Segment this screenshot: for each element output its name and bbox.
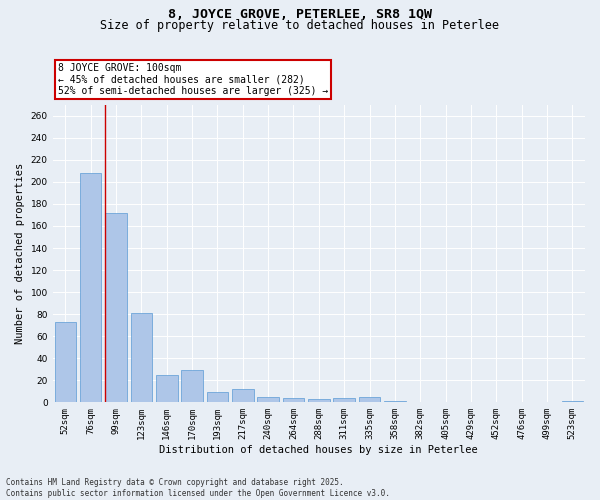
Text: Size of property relative to detached houses in Peterlee: Size of property relative to detached ho… bbox=[101, 19, 499, 32]
Text: Contains HM Land Registry data © Crown copyright and database right 2025.
Contai: Contains HM Land Registry data © Crown c… bbox=[6, 478, 390, 498]
Bar bbox=[105, 213, 127, 402]
Y-axis label: Number of detached properties: Number of detached properties bbox=[15, 163, 25, 344]
Bar bbox=[156, 375, 178, 402]
Bar bbox=[232, 389, 254, 402]
Bar bbox=[80, 173, 101, 402]
Bar bbox=[257, 397, 279, 402]
Bar bbox=[359, 397, 380, 402]
Bar bbox=[562, 401, 583, 402]
Bar bbox=[308, 399, 329, 402]
Bar bbox=[131, 313, 152, 402]
X-axis label: Distribution of detached houses by size in Peterlee: Distribution of detached houses by size … bbox=[160, 445, 478, 455]
Text: 8 JOYCE GROVE: 100sqm
← 45% of detached houses are smaller (282)
52% of semi-det: 8 JOYCE GROVE: 100sqm ← 45% of detached … bbox=[58, 62, 328, 96]
Bar bbox=[206, 392, 228, 402]
Bar bbox=[181, 370, 203, 402]
Bar bbox=[334, 398, 355, 402]
Bar bbox=[283, 398, 304, 402]
Bar bbox=[384, 401, 406, 402]
Text: 8, JOYCE GROVE, PETERLEE, SR8 1QW: 8, JOYCE GROVE, PETERLEE, SR8 1QW bbox=[168, 8, 432, 20]
Bar bbox=[55, 322, 76, 402]
